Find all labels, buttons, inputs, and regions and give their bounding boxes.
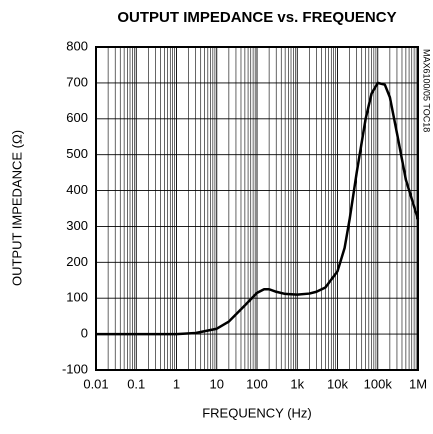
y-tick-label: 700 xyxy=(66,74,88,89)
y-tick-label: 300 xyxy=(66,218,88,233)
x-axis-label: FREQUENCY (Hz) xyxy=(202,405,312,420)
x-tick-label: 0.01 xyxy=(83,376,108,391)
chart-title: OUTPUT IMPEDANCE vs. FREQUENCY xyxy=(117,9,396,26)
y-tick-label: 500 xyxy=(66,146,88,161)
x-tick-label: 1k xyxy=(290,376,304,391)
y-tick-label: -100 xyxy=(62,361,88,376)
y-axis-label: OUTPUT IMPEDANCE (Ω) xyxy=(9,130,24,286)
y-tick-label: 800 xyxy=(66,38,88,53)
y-tick-label: 400 xyxy=(66,182,88,197)
x-tick-label: 10k xyxy=(327,376,348,391)
x-tick-label: 10 xyxy=(210,376,224,391)
x-tick-label: 0.1 xyxy=(127,376,145,391)
plot-frame xyxy=(95,46,419,371)
y-tick-label: 200 xyxy=(66,254,88,269)
y-tick-label: 0 xyxy=(81,326,88,341)
note: MAX6100/05 TOC18 xyxy=(422,49,432,132)
data-line xyxy=(96,81,420,336)
y-tick-label: 600 xyxy=(66,110,88,125)
x-tick-label: 100 xyxy=(246,376,268,391)
x-tick-label: 1M xyxy=(409,376,427,391)
x-tick-label: 1 xyxy=(173,376,180,391)
y-tick-label: 100 xyxy=(66,290,88,305)
x-tick-label: 100k xyxy=(364,376,393,391)
